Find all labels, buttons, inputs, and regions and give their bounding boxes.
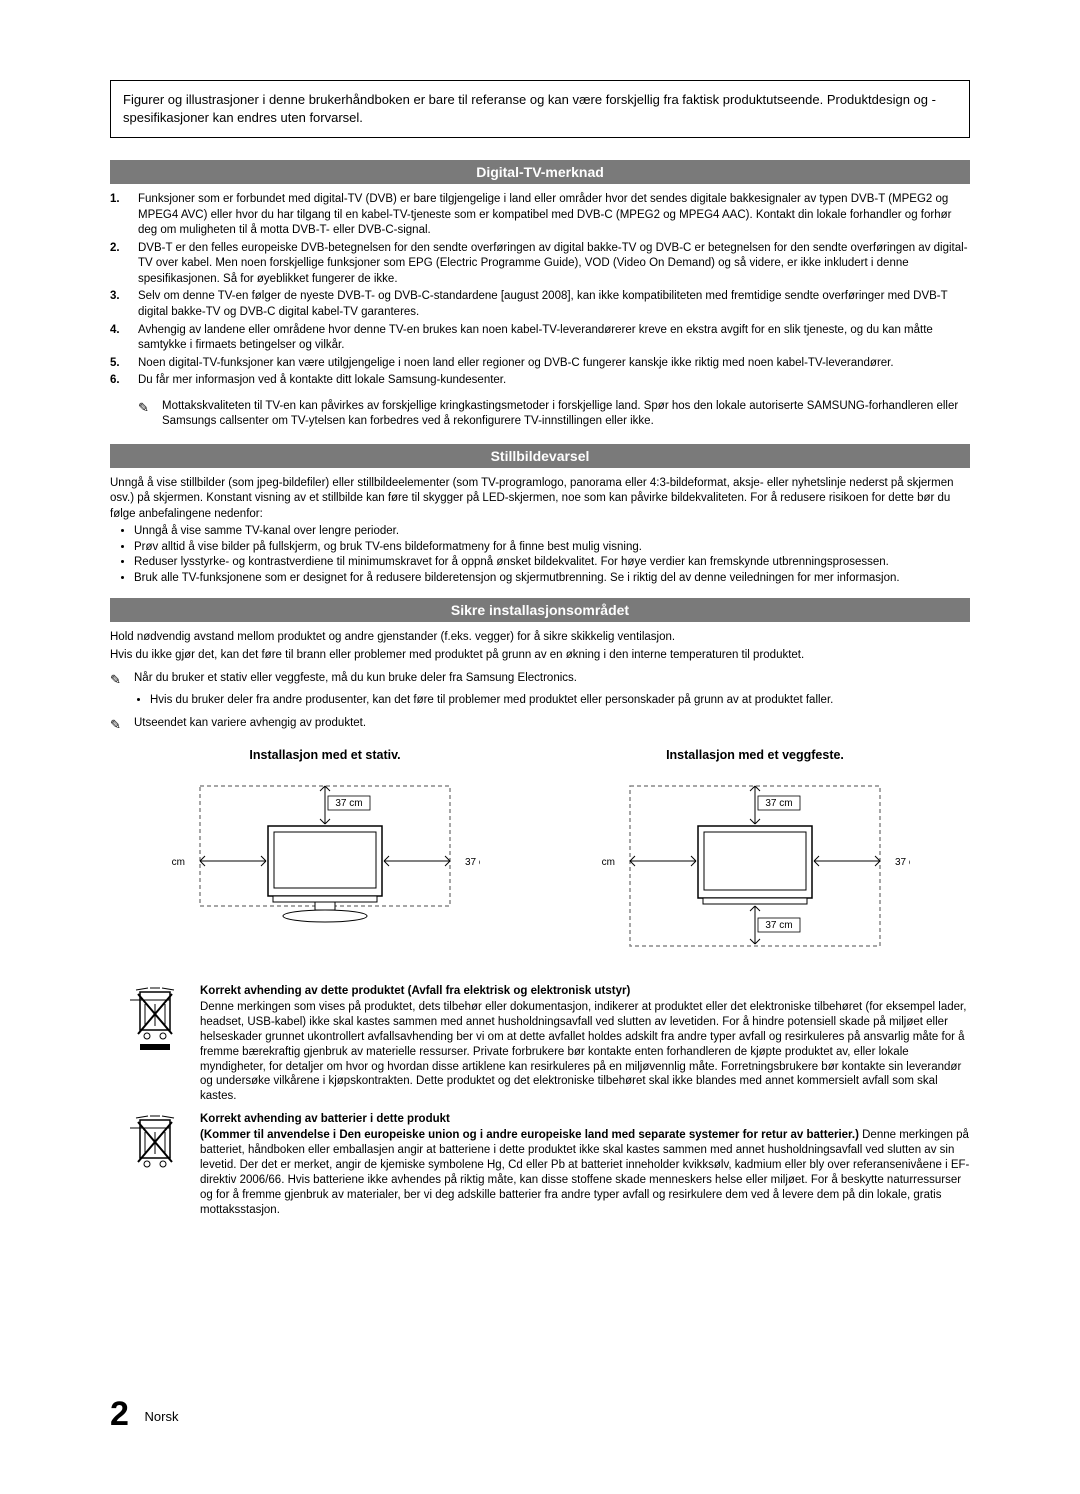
note-sub-item: Hvis du bruker deler fra andre produsent… — [150, 693, 970, 709]
list-item: 1.Funksjoner som er forbundet med digita… — [110, 192, 970, 239]
note-icon: ✎ — [138, 399, 162, 430]
diagram-wall-svg: 37 cm 37 cm 37 cm 37 cm — [600, 776, 910, 956]
list-num: 1. — [110, 192, 138, 239]
disposal-battery-body-text: Denne merkingen på batteriet, håndboken … — [200, 1129, 969, 1216]
note-text: Når du bruker et stativ eller veggfeste,… — [134, 671, 577, 689]
section-header-digital: Digital-TV-merknad — [110, 160, 970, 184]
list-num: 2. — [110, 241, 138, 288]
disposal-product: Korrekt avhending av dette produktet (Av… — [110, 984, 970, 1105]
list-num: 5. — [110, 356, 138, 372]
section-header-digital-text: Digital-TV-merknad — [476, 164, 604, 180]
dist-bottom: 37 cm — [765, 920, 792, 931]
list-item: 2.DVB-T er den felles europeiske DVB-bet… — [110, 241, 970, 288]
section-header-still-text: Stillbildevarsel — [491, 448, 590, 464]
install-note2: ✎ Utseendet kan variere avhengig av prod… — [110, 716, 970, 734]
weee-icon — [110, 984, 200, 1105]
disposal-battery-title: Korrekt avhending av batterier i dette p… — [200, 1112, 970, 1127]
notice-box: Figurer og illustrasjoner i denne bruker… — [110, 80, 970, 138]
dist-right: 37 cm — [895, 857, 910, 868]
list-num: 3. — [110, 289, 138, 320]
still-intro: Unngå å vise stillbilder (som jpeg-bilde… — [110, 476, 970, 523]
diagram-stand-svg: 37 cm 37 cm 37 cm — [170, 776, 480, 936]
section-header-install: Sikre installasjonsområdet — [110, 598, 970, 622]
list-num: 4. — [110, 323, 138, 354]
dist-top: 37 cm — [765, 798, 792, 809]
page-number: 2 — [110, 1395, 129, 1433]
disposal-battery-text: Korrekt avhending av batterier i dette p… — [200, 1112, 970, 1218]
bullet-item: Unngå å vise samme TV-kanal over lengre … — [134, 524, 970, 540]
disposal-product-text: Korrekt avhending av dette produktet (Av… — [200, 984, 970, 1105]
diagram-stand-title: Installasjon med et stativ. — [170, 748, 480, 762]
diagram-wall-title: Installasjon med et veggfeste. — [600, 748, 910, 762]
diagram-wall: Installasjon med et veggfeste. 37 cm 37 … — [600, 748, 910, 956]
page-lang: Norsk — [145, 1409, 179, 1424]
install-p2: Hvis du ikke gjør det, kan det føre til … — [110, 648, 970, 664]
page-footer: 2 Norsk — [110, 1395, 179, 1434]
dist-top: 37 cm — [335, 798, 362, 809]
diagram-stand: Installasjon med et stativ. 37 cm 37 cm … — [170, 748, 480, 956]
note-text: Utseendet kan variere avhengig av produk… — [134, 716, 366, 734]
dist-left: 37 cm — [170, 857, 185, 868]
bullet-item: Reduser lysstyrke- og kontrastverdiene t… — [134, 555, 970, 571]
list-item: 5.Noen digital-TV-funksjoner kan være ut… — [110, 356, 970, 372]
digital-note: ✎ Mottakskvaliteten til TV-en kan påvirk… — [110, 399, 970, 430]
notice-text: Figurer og illustrasjoner i denne bruker… — [123, 92, 936, 125]
note-icon: ✎ — [110, 716, 134, 734]
dist-left: 37 cm — [600, 857, 615, 868]
dist-right: 37 cm — [465, 857, 480, 868]
note-text: Mottakskvaliteten til TV-en kan påvirkes… — [162, 399, 970, 430]
list-num: 6. — [110, 373, 138, 389]
install-note1-sub: Hvis du bruker deler fra andre produsent… — [110, 693, 970, 709]
digital-list: 1.Funksjoner som er forbundet med digita… — [110, 192, 970, 388]
install-note1: ✎ Når du bruker et stativ eller veggfest… — [110, 671, 970, 689]
list-item: 4.Avhengig av landene eller områdene hvo… — [110, 323, 970, 354]
list-text: DVB-T er den felles europeiske DVB-beteg… — [138, 241, 970, 288]
bullet-item: Prøv alltid å vise bilder på fullskjerm,… — [134, 540, 970, 556]
list-text: Noen digital-TV-funksjoner kan være util… — [138, 356, 970, 372]
disposal-battery: Korrekt avhending av batterier i dette p… — [110, 1112, 970, 1218]
disposal-product-body: Denne merkingen som vises på produktet, … — [200, 1001, 966, 1103]
list-item: 3.Selv om denne TV-en følger de nyeste D… — [110, 289, 970, 320]
list-item: 6.Du får mer informasjon ved å kontakte … — [110, 373, 970, 389]
bullet-item: Bruk alle TV-funksjonene som er designet… — [134, 571, 970, 587]
install-p1: Hold nødvendig avstand mellom produktet … — [110, 630, 970, 646]
list-text: Avhengig av landene eller områdene hvor … — [138, 323, 970, 354]
note-icon: ✎ — [110, 671, 134, 689]
still-bullets: Unngå å vise samme TV-kanal over lengre … — [110, 524, 970, 586]
list-text: Funksjoner som er forbundet med digital-… — [138, 192, 970, 239]
list-text: Du får mer informasjon ved å kontakte di… — [138, 373, 970, 389]
section-header-still: Stillbildevarsel — [110, 444, 970, 468]
battery-weee-icon — [110, 1112, 200, 1218]
disposal-battery-bold: (Kommer til anvendelse i Den europeiske … — [200, 1129, 859, 1141]
list-text: Selv om denne TV-en følger de nyeste DVB… — [138, 289, 970, 320]
disposal-product-title: Korrekt avhending av dette produktet (Av… — [200, 984, 970, 999]
install-diagrams: Installasjon med et stativ. 37 cm 37 cm … — [110, 748, 970, 956]
section-header-install-text: Sikre installasjonsområdet — [451, 602, 629, 618]
